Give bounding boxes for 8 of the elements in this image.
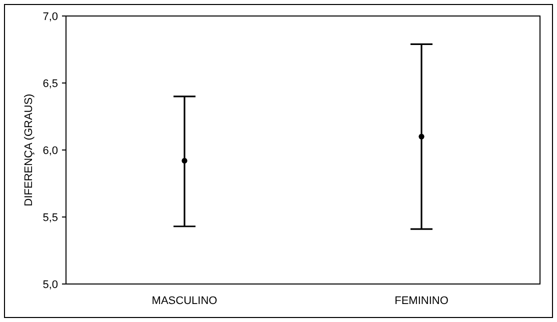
x-tick-label: MASCULINO — [152, 295, 218, 307]
y-tick-label: 7,0 — [42, 10, 58, 23]
y-axis-title: DIFERENÇA (GRAUS) — [23, 94, 35, 206]
y-tick-label: 5,0 — [42, 278, 58, 291]
y-tick-label: 5,5 — [42, 212, 58, 224]
y-tick-label: 6,0 — [42, 144, 58, 157]
x-tick-label: FEMININO — [394, 295, 449, 307]
y-tick-label: 6,5 — [42, 78, 58, 90]
